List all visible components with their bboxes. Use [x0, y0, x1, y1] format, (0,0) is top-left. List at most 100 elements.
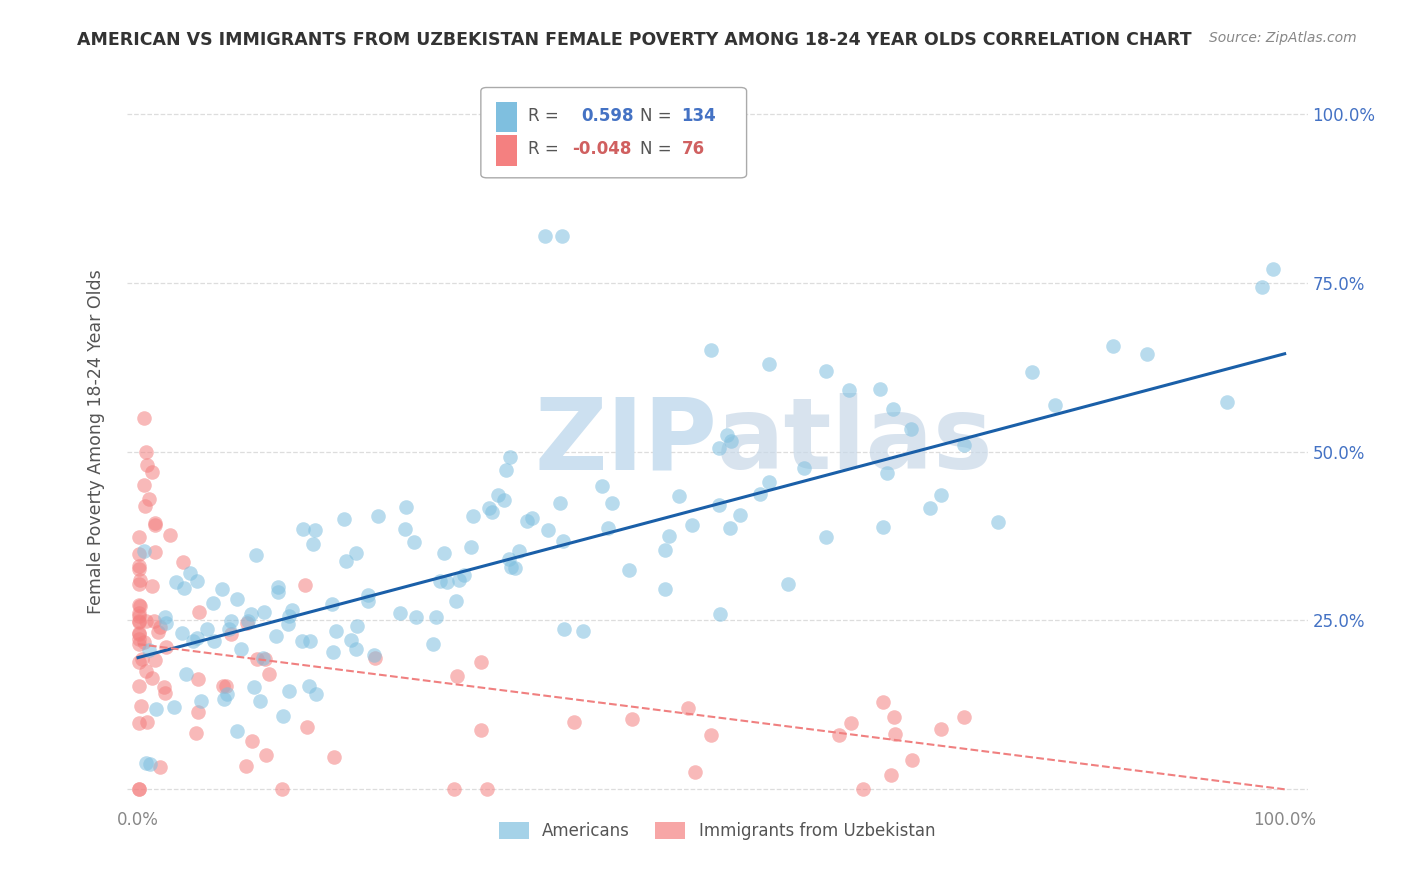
Point: [131, 652, 153, 666]
Text: atlas: atlas: [717, 393, 994, 490]
Point: [186, 574, 208, 589]
Point: [143, 518, 166, 533]
Point: [276, 617, 298, 632]
Point: [128, 627, 150, 641]
Point: [876, 466, 898, 480]
Point: [266, 580, 288, 594]
Point: [211, 582, 233, 596]
Point: [148, 624, 170, 639]
Point: [346, 619, 368, 633]
Text: Source: ZipAtlas.com: Source: ZipAtlas.com: [1209, 31, 1357, 45]
Point: [135, 444, 157, 458]
Point: [187, 673, 209, 687]
Point: [128, 615, 150, 629]
Point: [252, 605, 274, 619]
Point: [1263, 261, 1285, 276]
Point: [281, 603, 304, 617]
Text: R =: R =: [529, 140, 558, 158]
Point: [179, 566, 201, 580]
Point: [357, 588, 380, 602]
Point: [463, 508, 485, 523]
Point: [135, 664, 157, 678]
Point: [292, 522, 315, 536]
Point: [600, 495, 623, 509]
Point: [872, 519, 894, 533]
Point: [340, 632, 363, 647]
Point: [235, 616, 257, 631]
Point: [136, 715, 159, 730]
Point: [264, 629, 287, 643]
Point: [143, 516, 166, 530]
Point: [709, 441, 731, 455]
Point: [453, 567, 475, 582]
Point: [297, 720, 319, 734]
Point: [591, 479, 613, 493]
Point: [654, 542, 676, 557]
Point: [499, 450, 522, 465]
Point: [245, 548, 267, 562]
Point: [883, 710, 905, 724]
Point: [503, 561, 526, 575]
Point: [880, 768, 903, 782]
Point: [128, 530, 150, 544]
Point: [202, 633, 225, 648]
Point: [128, 637, 150, 651]
Point: [143, 615, 166, 629]
Point: [128, 625, 150, 640]
Point: [720, 434, 742, 449]
Point: [683, 765, 706, 780]
Point: [132, 478, 155, 492]
Point: [335, 554, 357, 568]
Point: [153, 610, 176, 624]
Point: [240, 734, 263, 748]
Point: [249, 694, 271, 708]
Point: [128, 609, 150, 624]
Point: [128, 576, 150, 591]
Point: [186, 631, 208, 645]
Point: [217, 687, 239, 701]
Text: ZIP: ZIP: [534, 393, 717, 490]
Point: [367, 509, 389, 524]
Point: [405, 610, 427, 624]
Point: [929, 488, 952, 502]
Point: [243, 680, 266, 694]
Point: [389, 607, 412, 621]
Point: [571, 624, 593, 638]
Point: [174, 667, 197, 681]
Point: [271, 709, 294, 723]
Point: [617, 563, 640, 577]
Point: [229, 642, 252, 657]
Point: [838, 383, 860, 397]
Point: [486, 488, 509, 502]
Text: -0.048: -0.048: [572, 140, 631, 158]
Point: [1045, 398, 1067, 412]
Point: [333, 512, 356, 526]
Point: [132, 544, 155, 558]
Point: [429, 574, 451, 588]
Point: [128, 562, 150, 576]
Point: [257, 667, 280, 681]
Point: [128, 548, 150, 562]
Point: [212, 692, 235, 706]
Point: [839, 715, 862, 730]
Point: [187, 706, 209, 720]
FancyBboxPatch shape: [481, 87, 747, 178]
Text: N =: N =: [640, 140, 672, 158]
Point: [548, 496, 571, 510]
Point: [155, 640, 177, 654]
Point: [1136, 347, 1159, 361]
Point: [299, 634, 322, 648]
Point: [869, 382, 891, 396]
Point: [709, 607, 731, 621]
Point: [446, 669, 468, 683]
Point: [433, 546, 456, 560]
Point: [219, 614, 242, 628]
Point: [246, 651, 269, 665]
Point: [136, 458, 159, 472]
Point: [212, 679, 235, 693]
Point: [852, 782, 875, 797]
Point: [404, 535, 426, 549]
Point: [190, 694, 212, 708]
Point: [443, 782, 465, 797]
Point: [716, 427, 738, 442]
